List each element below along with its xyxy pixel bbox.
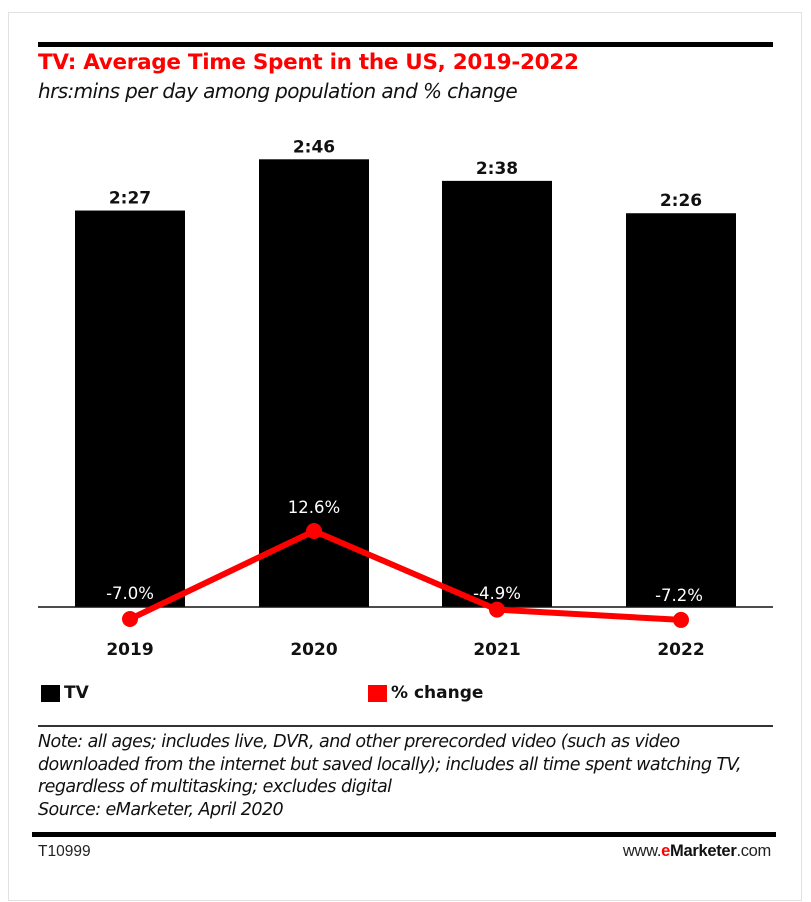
chart-plot: 2:27 2019 2:46 2020 2:38 2021 2:26 2022 -7.0% 12.… [38,137,773,660]
change-line [128,528,682,623]
bars-group [75,159,736,607]
legend-divider [38,725,773,727]
bar-tv-2020 [259,159,369,607]
bar-value-label-2022: 2:26 [660,191,702,211]
labels-group: 2:27 2019 2:46 2020 2:38 2021 2:26 2022 -7.0% 12.… [106,137,705,660]
legend-label-change: % change [391,683,484,703]
site-link[interactable]: www.eMarketer.com [623,842,771,861]
bar-tv-2022 [626,213,736,607]
change-point-2019 [122,611,138,628]
site-brand: Marketer [670,842,737,860]
site-suffix: .com [736,842,771,860]
change-value-label-2021: -4.9% [473,584,521,603]
legend-swatch-change [368,684,387,702]
change-point-2020 [306,523,322,540]
change-point-2022 [673,611,689,628]
site-prefix: www. [622,842,662,860]
bar-value-label-2021: 2:38 [476,159,518,179]
legend-item-tv: TV [41,683,89,703]
site-brand-e: e [661,842,671,860]
x-tick-label-2022: 2022 [657,640,704,660]
bar-tv-2021 [442,180,552,607]
source-text: Source: eMarketer, April 2020 [38,799,284,820]
chart-subtitle: hrs:mins per day among population and % … [38,79,518,103]
top-rule [38,42,773,47]
legend-label-tv: TV [64,683,89,703]
change-value-label-2022: -7.2% [655,586,703,605]
change-value-label-2020: 12.6% [288,498,340,517]
legend-item-change: % change [368,683,483,703]
chart-frame [8,12,802,901]
bar-tv-2019 [75,210,185,607]
legend-swatch-tv [41,684,60,702]
x-tick-label-2019: 2019 [106,640,153,660]
change-line-group [122,523,689,628]
bar-value-label-2020: 2:46 [293,137,335,157]
x-tick-label-2021: 2021 [473,640,520,660]
chart-note: Note: all ages; includes live, DVR, and … [38,731,778,821]
bottom-rule [32,832,776,837]
change-value-label-2019: -7.0% [106,584,154,603]
chart-id: T10999 [38,843,91,860]
bar-value-label-2019: 2:27 [109,189,151,209]
change-point-2021 [489,601,505,618]
chart-title: TV: Average Time Spent in the US, 2019-2… [38,50,579,75]
x-tick-label-2020: 2020 [290,640,337,660]
note-text: Note: all ages; includes live, DVR, and … [38,732,742,797]
